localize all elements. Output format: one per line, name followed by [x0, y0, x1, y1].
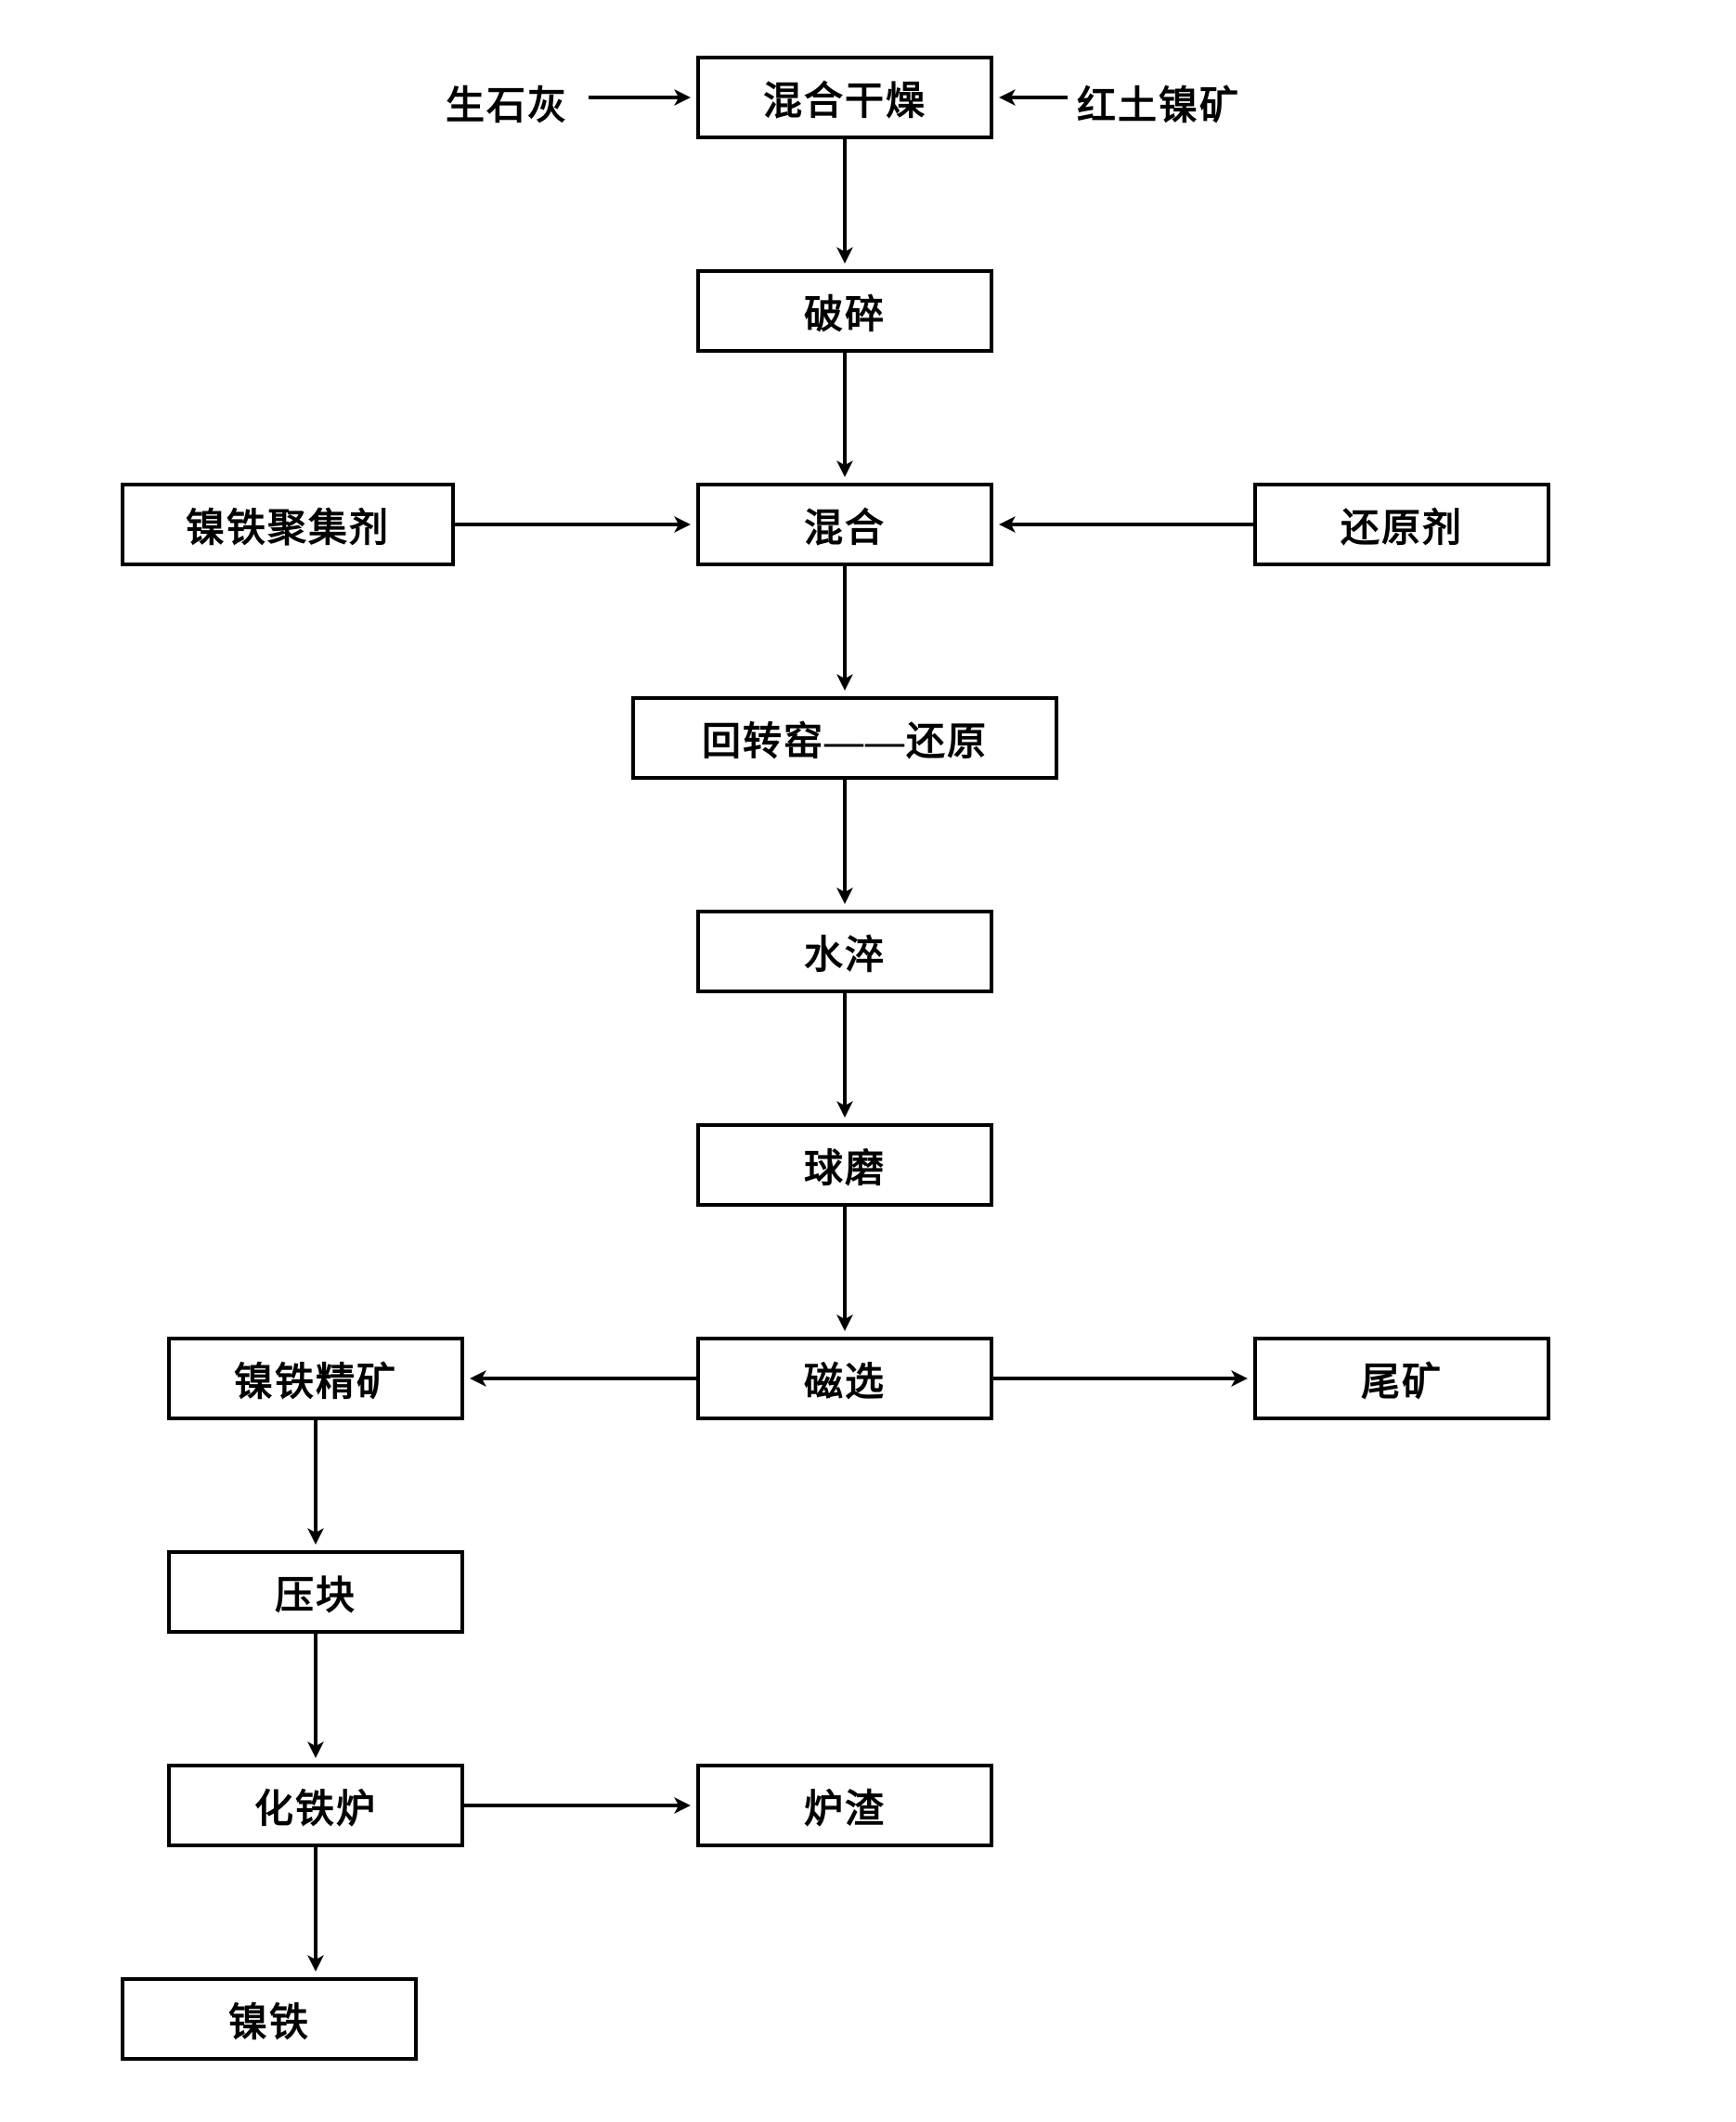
node-magnetic-sep: 磁选	[696, 1337, 993, 1420]
node-label: 尾矿	[1361, 1351, 1443, 1407]
node-label: 磁选	[804, 1351, 886, 1407]
label-text: 红土镍矿	[1077, 85, 1240, 128]
label-quicklime: 生石灰	[446, 74, 568, 131]
node-label: 化铁炉	[254, 1778, 377, 1834]
node-label: 混合	[804, 497, 886, 553]
node-label: 混合干燥	[763, 70, 926, 126]
node-mix-dry: 混合干燥	[696, 56, 993, 139]
node-slag: 炉渣	[696, 1764, 993, 1847]
node-furnace: 化铁炉	[167, 1764, 464, 1847]
node-water-quench: 水淬	[696, 910, 993, 993]
node-label: 水淬	[804, 924, 886, 980]
node-label: 球磨	[804, 1137, 886, 1194]
node-aggregator: 镍铁聚集剂	[121, 483, 455, 566]
node-crush: 破碎	[696, 269, 993, 353]
node-label: 镍铁精矿	[234, 1351, 397, 1407]
node-ball-mill: 球磨	[696, 1123, 993, 1207]
node-mix: 混合	[696, 483, 993, 566]
node-label: 还原剂	[1341, 497, 1463, 553]
node-label: 破碎	[804, 283, 886, 340]
node-label: 压块	[275, 1564, 356, 1621]
node-label: 镍铁聚集剂	[186, 497, 390, 553]
label-laterite: 红土镍矿	[1077, 74, 1240, 131]
node-briquette: 压块	[167, 1550, 464, 1634]
node-label: 炉渣	[804, 1778, 886, 1834]
node-tailings: 尾矿	[1253, 1337, 1550, 1420]
label-text: 生石灰	[446, 85, 568, 128]
node-concentrate: 镍铁精矿	[167, 1337, 464, 1420]
node-reductant: 还原剂	[1253, 483, 1550, 566]
node-label: 回转窑——还原	[702, 710, 988, 767]
node-nickel-iron: 镍铁	[121, 1977, 418, 2061]
node-label: 镍铁	[228, 1991, 310, 2048]
node-rotary-kiln: 回转窑——还原	[631, 696, 1058, 780]
